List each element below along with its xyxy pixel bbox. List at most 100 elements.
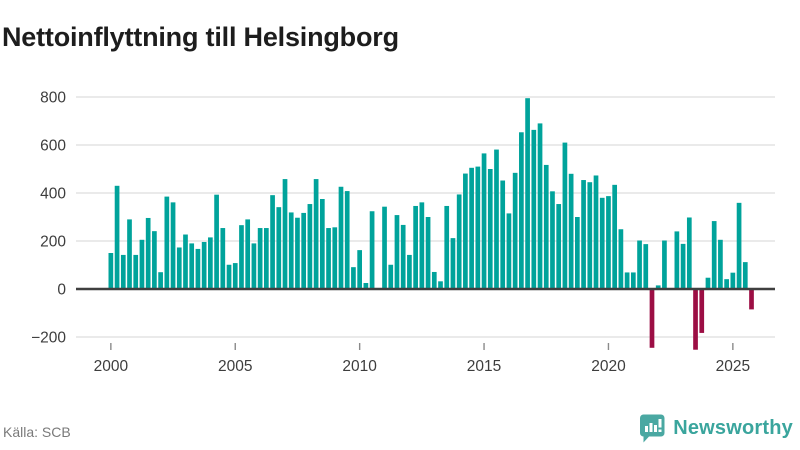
y-tick-200: 200	[40, 234, 66, 251]
bar-2015-Q1	[481, 153, 487, 289]
bar-2000-Q4	[127, 219, 132, 289]
y-tick-800: 800	[40, 90, 66, 107]
bar-2017-Q4	[550, 191, 555, 289]
bar-2022-Q1	[655, 285, 661, 289]
bar-2024-Q4	[724, 279, 729, 289]
bar-2003-Q2	[189, 243, 195, 289]
bar-2024-Q2	[711, 221, 717, 289]
bar-2012-Q2	[413, 205, 418, 289]
bar-2023-Q3	[693, 289, 698, 350]
x-tick-2015: 2015	[467, 358, 501, 375]
bar-2023-Q1	[680, 243, 686, 289]
bar-2021-Q3	[643, 244, 649, 289]
bar-2009-Q2	[338, 186, 344, 289]
bar-2022-Q4	[674, 231, 680, 289]
x-tick-2020: 2020	[591, 358, 626, 375]
bar-2002-Q3	[170, 202, 176, 289]
bar-2004-Q2	[214, 194, 219, 289]
bar-2016-Q4	[525, 98, 530, 289]
bar-2004-Q1	[208, 237, 213, 289]
bar-2025-Q1	[730, 272, 736, 289]
source-label: Källa: SCB	[3, 424, 71, 440]
x-tick-2010: 2010	[342, 358, 377, 375]
bar-2010-Q2	[363, 283, 369, 289]
bar-2004-Q3	[220, 228, 226, 289]
bars	[108, 98, 754, 350]
footer: Källa: SCB Newsworthy	[0, 412, 800, 444]
bar-2019-Q3	[593, 175, 599, 289]
bar-2018-Q4	[575, 217, 580, 289]
bar-2024-Q1	[705, 277, 711, 289]
bar-2023-Q2	[686, 217, 692, 289]
bar-2007-Q4	[301, 212, 307, 289]
page-title: Nettoinflyttning till Helsingborg	[2, 22, 399, 53]
x-axis-tick-labels: 2000 2005 2010 2015 2020 2025	[94, 343, 750, 375]
bar-2017-Q1	[531, 129, 537, 289]
bar-2016-Q3	[519, 132, 524, 289]
bar-2021-Q4	[649, 289, 655, 348]
y-tick-600: 600	[40, 138, 66, 155]
bar-2016-Q1	[506, 213, 512, 289]
x-tick-2000: 2000	[94, 358, 129, 375]
bar-2009-Q1	[332, 227, 338, 289]
bar-2019-Q4	[599, 197, 605, 289]
bar-2004-Q4	[226, 264, 232, 289]
bar-2015-Q2	[487, 169, 493, 289]
bar-2008-Q3	[319, 199, 325, 289]
bar-2000-Q3	[120, 254, 126, 289]
bar-2012-Q4	[425, 217, 431, 289]
bar-2002-Q1	[158, 272, 163, 289]
x-tick-2025: 2025	[716, 358, 750, 375]
bar-2015-Q3	[494, 149, 499, 289]
bar-2001-Q1	[133, 254, 139, 289]
y-tick-0: 0	[57, 282, 66, 299]
y-axis-tick-labels: 800 600 400 200 0 −200	[31, 90, 66, 347]
bar-2020-Q1	[606, 196, 611, 289]
bar-2008-Q4	[326, 228, 331, 289]
bar-2002-Q2	[164, 196, 170, 289]
bar-2012-Q1	[407, 254, 412, 289]
bar-2007-Q3	[295, 217, 300, 289]
bar-2018-Q1	[556, 204, 562, 289]
bar-2008-Q2	[313, 179, 319, 289]
bar-2008-Q1	[307, 204, 313, 289]
gridlines	[76, 96, 775, 338]
bar-2010-Q3	[369, 211, 375, 289]
bar-2003-Q3	[195, 248, 201, 289]
bar-2009-Q4	[351, 267, 356, 289]
bar-2001-Q3	[145, 217, 151, 289]
bar-2013-Q4	[450, 238, 456, 289]
bar-2001-Q4	[152, 231, 157, 289]
bar-2024-Q3	[718, 239, 723, 289]
bar-2011-Q2	[388, 264, 394, 289]
bar-2020-Q2	[612, 184, 618, 289]
bar-2006-Q4	[276, 207, 282, 289]
bar-2005-Q4	[251, 243, 257, 289]
bar-2001-Q2	[139, 239, 145, 289]
y-tick-400: 400	[40, 186, 66, 203]
bar-2014-Q2	[463, 173, 468, 289]
bar-2006-Q1	[257, 228, 263, 289]
bar-2014-Q4	[475, 166, 481, 289]
bar-2013-Q1	[431, 271, 437, 289]
bar-2025-Q3	[742, 262, 748, 289]
brand-name: Newsworthy	[673, 417, 793, 439]
bar-2025-Q2	[736, 202, 742, 289]
newsworthy-speech-bubble-chart-icon	[640, 414, 665, 443]
bar-2018-Q2	[562, 142, 568, 289]
bar-2006-Q2	[264, 228, 269, 289]
bar-2003-Q1	[183, 234, 188, 289]
x-tick-2005: 2005	[218, 358, 252, 375]
bar-2021-Q1	[630, 272, 636, 289]
bar-2014-Q3	[469, 167, 474, 289]
brand-logo[interactable]: Newsworthy	[639, 414, 793, 443]
bar-2020-Q3	[618, 229, 624, 289]
bar-2010-Q1	[357, 250, 362, 289]
bar-2023-Q4	[699, 289, 705, 333]
bar-2019-Q1	[581, 180, 586, 289]
bar-2006-Q3	[270, 195, 275, 289]
bar-2003-Q4	[201, 241, 207, 289]
bar-2013-Q2	[438, 281, 443, 289]
bar-2000-Q2	[114, 185, 120, 289]
